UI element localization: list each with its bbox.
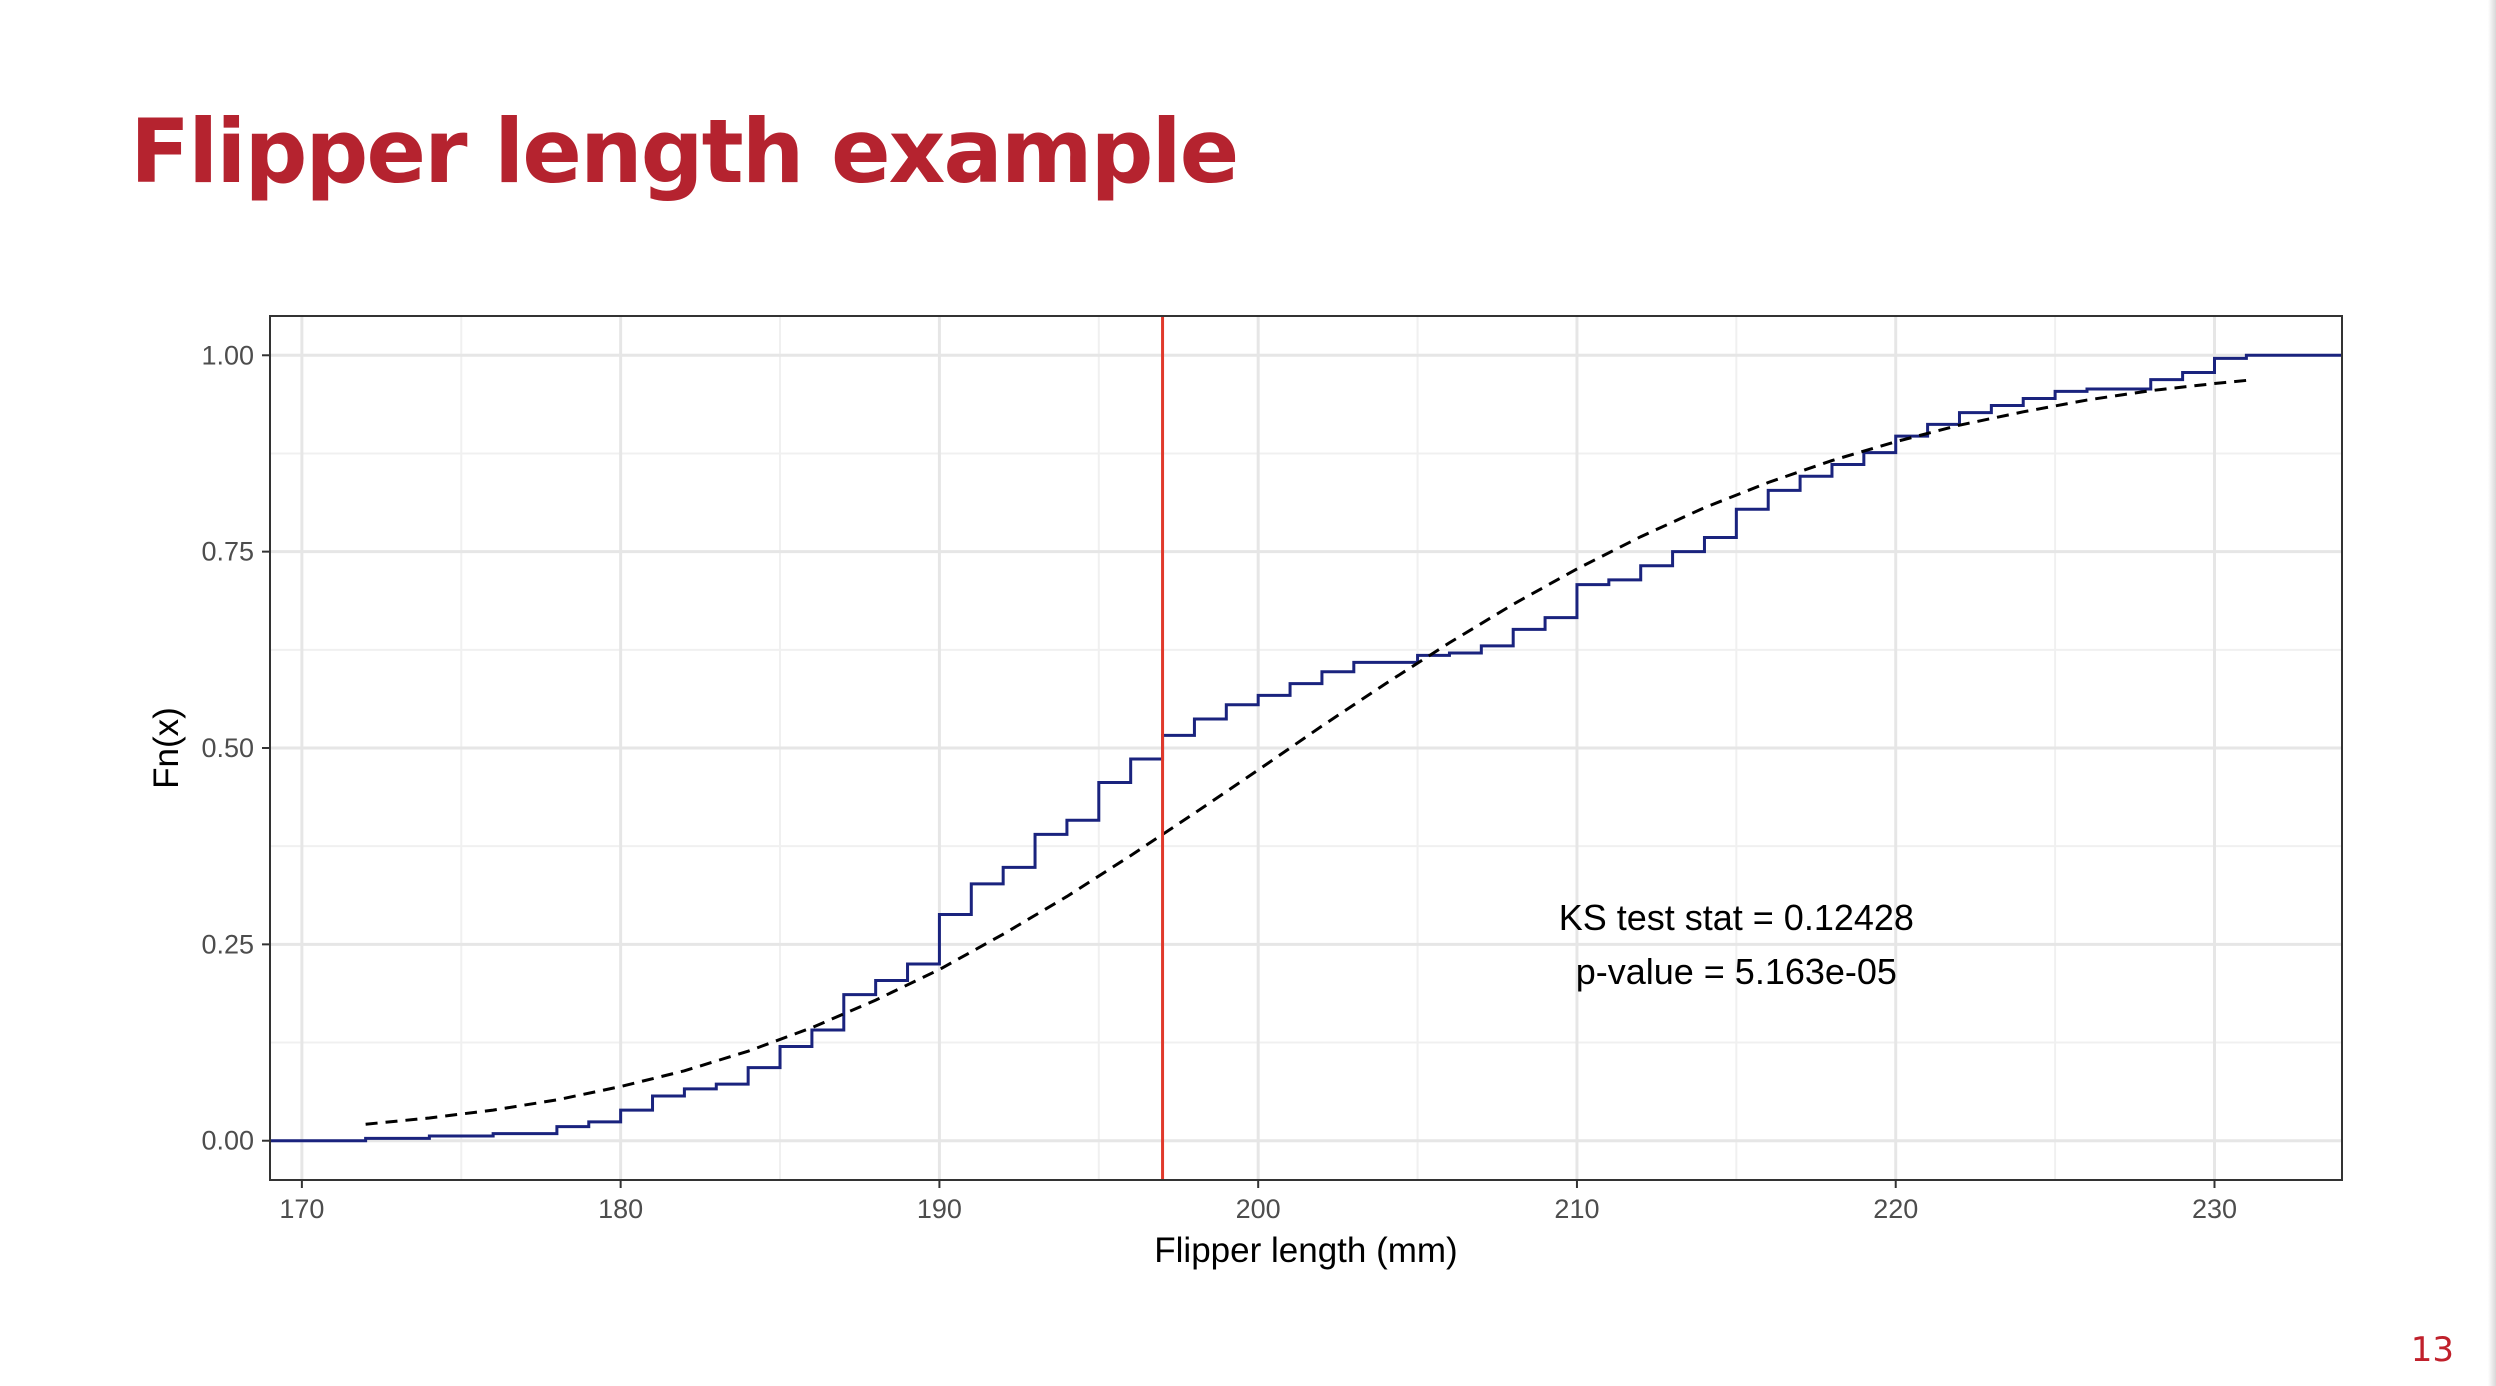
x-tick-label: 230: [2192, 1194, 2237, 1224]
y-tick-label: 1.00: [201, 340, 254, 370]
ks-stat-annotation: KS test stat = 0.12428: [1559, 897, 1914, 938]
slide-edge-shadow: [2488, 0, 2496, 1386]
series-layer: [270, 316, 2342, 1180]
y-tick-label: 0.50: [201, 733, 254, 763]
y-tick-label: 0.25: [201, 929, 254, 959]
normal-cdf-dashed-line: [365, 378, 2247, 1126]
p-value-annotation: p-value = 5.163e-05: [1576, 951, 1897, 992]
page-number: 13: [2410, 1330, 2454, 1370]
x-tick-label: 170: [279, 1194, 324, 1224]
ecdf-step-line: [270, 353, 2342, 1143]
y-tick-label: 0.00: [201, 1126, 254, 1156]
y-axis-title: Fn(x): [147, 707, 186, 789]
x-tick-label: 220: [1873, 1194, 1918, 1224]
x-axis-title: Flipper length (mm): [1154, 1231, 1457, 1270]
x-tick-label: 190: [917, 1194, 962, 1224]
axis-ticks: [262, 354, 2216, 1188]
major-gridlines: [270, 316, 2342, 1180]
slide-title: Flipper length example: [130, 100, 1239, 203]
x-tick-label: 180: [598, 1194, 643, 1224]
x-tick-label: 200: [1236, 1194, 1281, 1224]
y-tick-label: 0.75: [201, 537, 254, 567]
axis-tick-labels: 170 180 190 200 210 220 230 0.00 0.25 0.50 0.75 1.0…: [201, 340, 2237, 1224]
x-tick-label: 210: [1554, 1194, 1599, 1224]
